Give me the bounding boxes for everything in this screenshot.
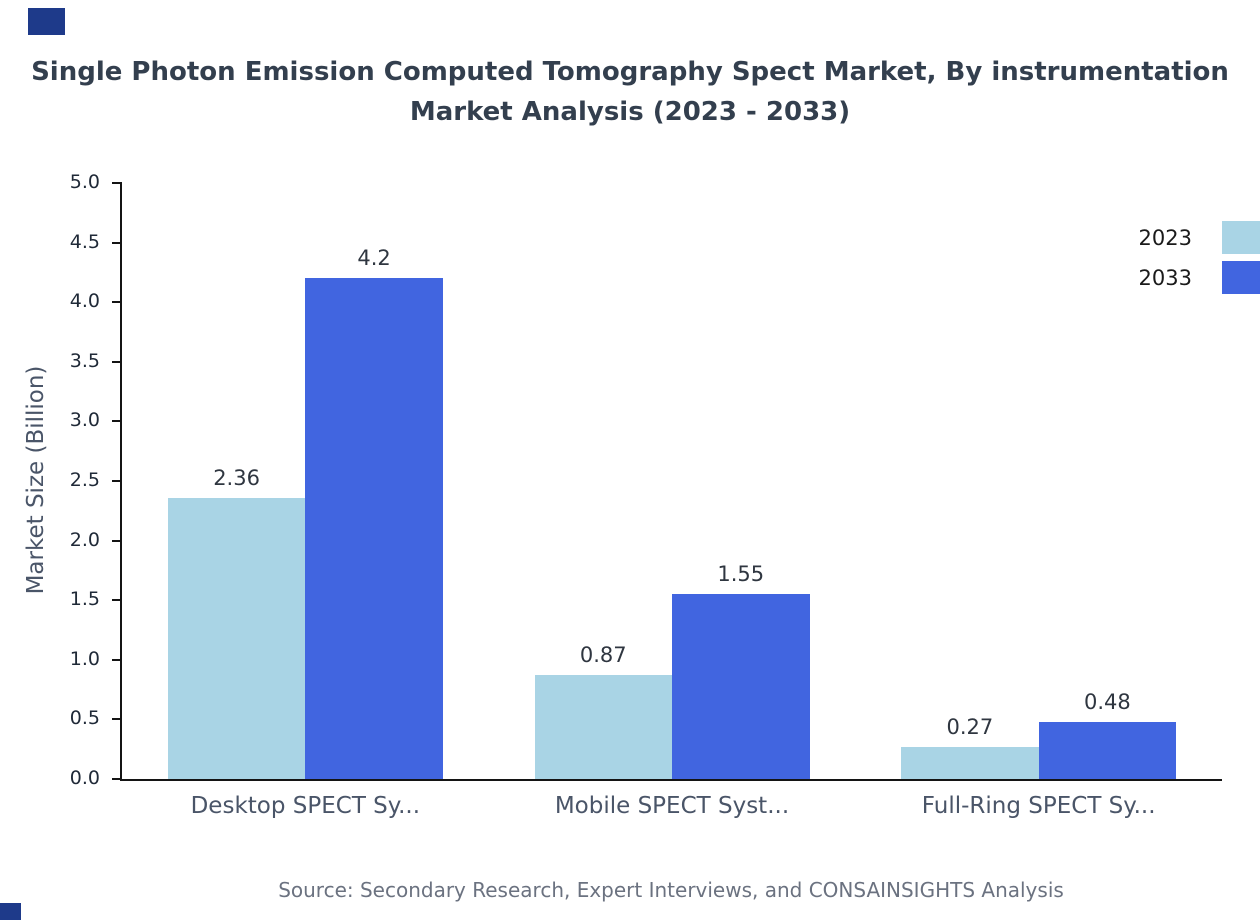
y-tick-label: 4.5 xyxy=(69,230,100,253)
y-tick-mark xyxy=(112,718,122,721)
legend-item: 2023 xyxy=(1139,221,1260,254)
bar-2033: 0.48 xyxy=(1038,690,1177,779)
y-tick-mark xyxy=(112,301,122,304)
y-tick-label: 3.5 xyxy=(69,349,100,372)
bar-2033: 4.2 xyxy=(305,246,443,779)
bar-value-label: 0.48 xyxy=(1084,689,1131,714)
bar-value-label: 0.27 xyxy=(946,714,994,739)
y-tick-label: 1.5 xyxy=(69,588,100,611)
bar-value-label: 4.2 xyxy=(357,246,391,271)
y-tick-label: 4.0 xyxy=(69,290,100,313)
chart-title-line-1: Single Photon Emission Computed Tomograp… xyxy=(31,57,1229,87)
x-category-label: Full-Ring SPECT Sy... xyxy=(921,793,1156,819)
y-tick-mark xyxy=(112,599,122,602)
legend-swatch-icon xyxy=(1222,221,1260,254)
y-tick-label: 0.5 xyxy=(69,707,100,730)
x-category-label: Desktop SPECT Sy... xyxy=(190,793,421,819)
legend: 2023 2033 xyxy=(1139,221,1260,301)
x-category-label: Mobile SPECT Syst... xyxy=(554,793,790,819)
bar-2023: 0.87 xyxy=(534,643,672,779)
bar-2023: 0.27 xyxy=(901,715,1039,779)
y-tick-label: 3.0 xyxy=(69,409,100,432)
y-tick-mark xyxy=(112,360,122,363)
legend-swatch-icon xyxy=(1222,261,1260,294)
legend-label: 2033 xyxy=(1138,265,1192,290)
y-tick-mark xyxy=(112,182,122,184)
chart-title-line-2: Market Analysis (2023 - 2033) xyxy=(409,97,851,128)
chart-title: Single Photon Emission Computed Tomograp… xyxy=(0,52,1260,133)
bar-2023: 2.36 xyxy=(167,466,306,779)
y-tick-mark xyxy=(112,420,122,423)
plot-area: 0.0 0.5 1.0 1.5 2.0 2.5 3.0 3.5 4.0 4.5 5.0 2.36 4.… xyxy=(70,171,1222,819)
y-tick-label: 2.5 xyxy=(69,468,100,491)
bar-value-label: 2.36 xyxy=(213,465,260,490)
bar-2033: 1.55 xyxy=(672,562,810,779)
y-tick-mark xyxy=(112,480,122,482)
y-tick-label: 5.0 xyxy=(69,170,100,193)
y-tick-label: 0.0 xyxy=(69,766,100,789)
legend-label: 2023 xyxy=(1138,225,1192,250)
y-tick-mark xyxy=(112,539,122,542)
y-tick-label: 2.0 xyxy=(69,528,100,551)
y-tick-mark xyxy=(112,778,122,780)
bar-value-label: 0.87 xyxy=(579,643,627,668)
y-axis-title: Market Size (Billion) xyxy=(23,365,49,595)
legend-item: 2033 xyxy=(1139,261,1260,294)
y-tick-label: 1.0 xyxy=(69,647,100,670)
y-tick-mark xyxy=(112,658,122,661)
y-tick-mark xyxy=(112,241,122,244)
logo-mark-top-icon xyxy=(28,8,65,35)
logo-mark-bottom-icon xyxy=(0,903,21,920)
bar-value-label: 1.55 xyxy=(717,562,765,587)
source-note: Source: Secondary Research, Expert Inter… xyxy=(278,878,1064,902)
